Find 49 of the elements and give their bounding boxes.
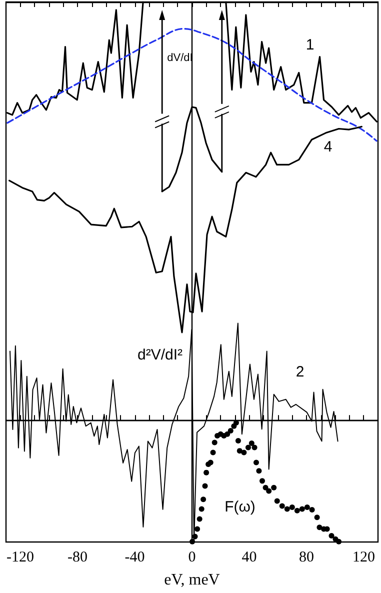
point xyxy=(228,428,234,434)
point xyxy=(260,478,265,484)
point xyxy=(210,450,216,456)
x-tick-label: -80 xyxy=(68,550,88,566)
point xyxy=(336,538,342,544)
x-axis-title: eV, meV xyxy=(164,572,220,588)
point xyxy=(252,444,258,450)
point xyxy=(241,450,247,456)
x-tick-label: -40 xyxy=(124,550,145,566)
x-tick-label: 80 xyxy=(298,550,314,566)
point xyxy=(279,503,285,509)
series-label: 2 xyxy=(296,364,304,380)
x-tick-label: 40 xyxy=(242,550,257,566)
point xyxy=(289,504,295,510)
point xyxy=(262,484,268,490)
point xyxy=(212,440,218,446)
point xyxy=(194,526,200,532)
point xyxy=(224,431,230,437)
point xyxy=(284,506,290,512)
point xyxy=(309,507,315,513)
series-label: 1 xyxy=(306,36,314,54)
point xyxy=(204,470,210,476)
point xyxy=(196,516,202,522)
point xyxy=(253,460,259,466)
point xyxy=(314,514,320,520)
point xyxy=(236,448,242,454)
point xyxy=(316,524,322,530)
annotation: d²V/dI² xyxy=(137,346,183,364)
point xyxy=(256,468,262,474)
point xyxy=(190,538,196,544)
x-tick-label: -120 xyxy=(6,550,34,566)
point xyxy=(304,504,310,510)
series-label: F(ω) xyxy=(224,498,256,516)
x-tick-label: 120 xyxy=(352,550,375,566)
point xyxy=(328,532,334,538)
point xyxy=(192,534,198,540)
point xyxy=(202,483,208,489)
point xyxy=(294,508,300,514)
point xyxy=(245,444,251,450)
point xyxy=(299,506,305,512)
point xyxy=(274,498,280,504)
point xyxy=(271,484,277,490)
x-tick-label: 0 xyxy=(188,550,196,566)
point xyxy=(235,438,241,444)
point xyxy=(248,440,254,446)
series-label: 4 xyxy=(324,138,332,156)
point xyxy=(266,488,272,494)
point xyxy=(200,496,206,502)
point xyxy=(198,506,204,512)
